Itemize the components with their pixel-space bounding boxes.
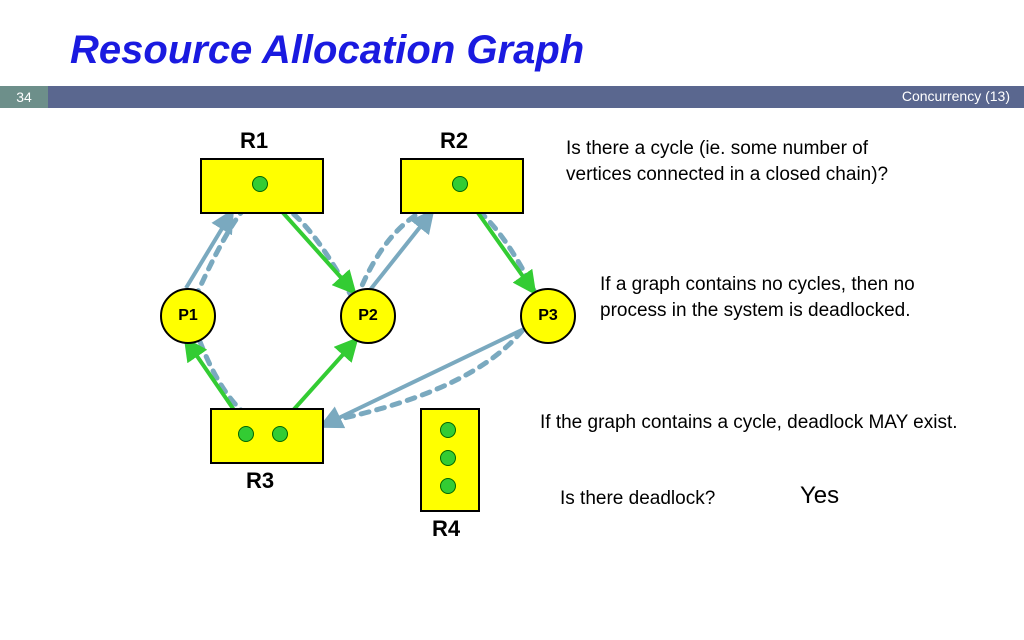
- resource-instance-dot: [440, 422, 456, 438]
- note-has-cycle: If the graph contains a cycle, deadlock …: [540, 410, 960, 436]
- slide: Resource Allocation Graph 34 Concurrency…: [0, 0, 1024, 640]
- request-edge: [186, 212, 232, 288]
- answer-yes: Yes: [800, 482, 839, 510]
- band-bar: [48, 86, 1024, 108]
- resource-label-r4: R4: [432, 516, 460, 542]
- resource-instance-dot: [272, 426, 288, 442]
- page-number: 34: [16, 89, 32, 105]
- resource-instance-dot: [252, 176, 268, 192]
- process-p3: P3: [520, 288, 576, 344]
- question-cycle: Is there a cycle (ie. some number of ver…: [566, 136, 926, 187]
- resource-instance-dot: [452, 176, 468, 192]
- header-band: 34 Concurrency (13): [0, 86, 1024, 108]
- question-deadlock: Is there deadlock?: [560, 486, 810, 512]
- resource-label-r1: R1: [240, 128, 268, 154]
- section-label: Concurrency (13): [902, 88, 1010, 104]
- page-number-box: 34: [0, 86, 48, 108]
- request-edge: [370, 212, 432, 290]
- resource-instance-dot: [238, 426, 254, 442]
- process-p1: P1: [160, 288, 216, 344]
- resource-instance-dot: [440, 450, 456, 466]
- process-p2: P2: [340, 288, 396, 344]
- slide-title: Resource Allocation Graph: [70, 28, 584, 73]
- note-no-cycles: If a graph contains no cycles, then no p…: [600, 272, 960, 323]
- resource-r3: [210, 408, 324, 464]
- resource-label-r2: R2: [440, 128, 468, 154]
- diagram-canvas: Is there a cycle (ie. some number of ver…: [0, 108, 1024, 640]
- resource-instance-dot: [440, 478, 456, 494]
- resource-label-r3: R3: [246, 468, 274, 494]
